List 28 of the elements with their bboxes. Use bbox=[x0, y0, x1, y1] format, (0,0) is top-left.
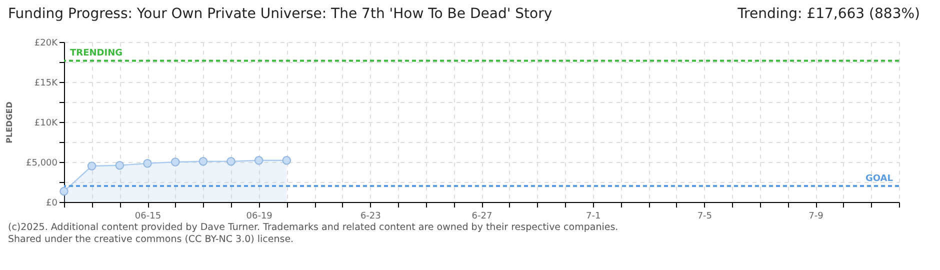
y-tick-label: £15K bbox=[34, 78, 59, 88]
x-tick-label: 06-15 bbox=[134, 212, 162, 222]
point bbox=[115, 160, 124, 170]
x-tick-label: 6-27 bbox=[472, 212, 492, 222]
text: (c)2025. Additional content provided by Dave Turner. Trademarks and related content are owned by their respective companies. bbox=[8, 222, 620, 234]
point bbox=[170, 158, 180, 166]
y-tick-label: £0 bbox=[46, 198, 58, 208]
x-tick-label: 06-19 bbox=[246, 212, 273, 222]
x-tick-label: 7-1 bbox=[586, 212, 601, 222]
y-axis-title: PLEDGED bbox=[5, 101, 14, 144]
chart-title: Funding Progress: Your Own Private Universe: The 7th 'How To Be Dead' Story bbox=[8, 6, 552, 24]
point bbox=[198, 156, 208, 166]
x-tick-label: 7-5 bbox=[697, 212, 712, 222]
point bbox=[143, 158, 152, 168]
ref-line-label: GOAL bbox=[866, 174, 894, 184]
point bbox=[254, 156, 264, 165]
y-tick-label: £10K bbox=[34, 118, 59, 128]
ref-line-label: TRENDING bbox=[70, 48, 122, 59]
x-tick-label: 7-9 bbox=[808, 212, 824, 222]
point bbox=[60, 186, 68, 196]
x-tick-label: 6-23 bbox=[360, 212, 381, 222]
text: Shared under the creative commons (CC BY-NC 3.0) license. bbox=[8, 234, 295, 246]
point bbox=[87, 162, 96, 170]
y-tick-label: £20K bbox=[34, 38, 59, 48]
chart-subtitle: Trending: £17,663 (883%) bbox=[738, 6, 920, 24]
point bbox=[282, 156, 292, 165]
y-tick-label: £5,000 bbox=[26, 158, 58, 168]
point bbox=[226, 156, 236, 166]
